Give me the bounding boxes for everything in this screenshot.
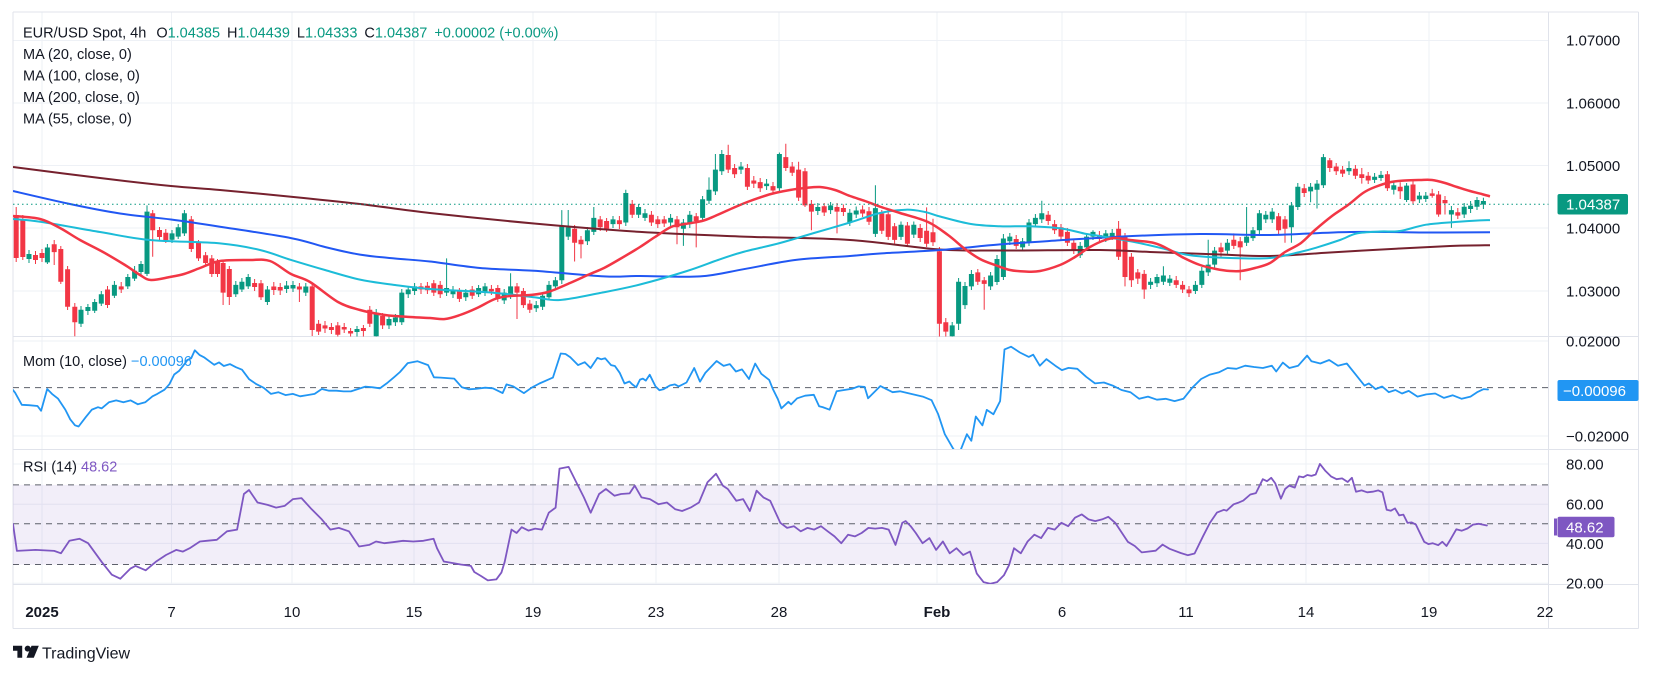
svg-text:6: 6 — [1058, 604, 1066, 621]
svg-text:40.00: 40.00 — [1566, 536, 1604, 553]
svg-text:28: 28 — [771, 604, 788, 621]
svg-text:MA (200, close, 0): MA (200, close, 0) — [23, 90, 140, 106]
svg-text:14: 14 — [1298, 604, 1315, 621]
svg-text:1.04387: 1.04387 — [1566, 197, 1620, 214]
svg-text:7: 7 — [167, 604, 175, 621]
svg-text:11: 11 — [1178, 604, 1194, 621]
svg-text:80.00: 80.00 — [1566, 456, 1604, 473]
svg-text:MA (20, close, 0): MA (20, close, 0) — [23, 47, 132, 63]
svg-text:60.00: 60.00 — [1566, 497, 1604, 514]
svg-text:23: 23 — [648, 604, 665, 621]
svg-text:22: 22 — [1537, 604, 1554, 621]
svg-text:−0.00096: −0.00096 — [1563, 383, 1626, 400]
svg-text:1.03000: 1.03000 — [1566, 283, 1620, 300]
svg-text:Mom (10, close) −0.00096: Mom (10, close) −0.00096 — [23, 354, 192, 370]
svg-text:2025: 2025 — [25, 604, 58, 621]
svg-text:RSI (14) 48.62: RSI (14) 48.62 — [23, 460, 117, 476]
svg-text:19: 19 — [525, 604, 542, 621]
svg-text:0.02000: 0.02000 — [1566, 333, 1620, 350]
svg-text:1.04000: 1.04000 — [1566, 220, 1620, 237]
svg-text:20.00: 20.00 — [1566, 576, 1604, 593]
svg-text:Feb: Feb — [924, 604, 951, 621]
svg-text:15: 15 — [406, 604, 423, 621]
svg-text:TradingView: TradingView — [42, 646, 130, 663]
svg-text:48.62: 48.62 — [1566, 519, 1604, 536]
svg-text:1.06000: 1.06000 — [1566, 95, 1620, 112]
svg-text:−0.02000: −0.02000 — [1566, 428, 1629, 445]
svg-text:19: 19 — [1421, 604, 1438, 621]
svg-text:MA (55, close, 0): MA (55, close, 0) — [23, 112, 132, 128]
svg-text:10: 10 — [284, 604, 301, 621]
svg-text:1.05000: 1.05000 — [1566, 158, 1620, 175]
svg-text:1.07000: 1.07000 — [1566, 32, 1620, 49]
svg-text:MA (100, close, 0): MA (100, close, 0) — [23, 69, 140, 85]
